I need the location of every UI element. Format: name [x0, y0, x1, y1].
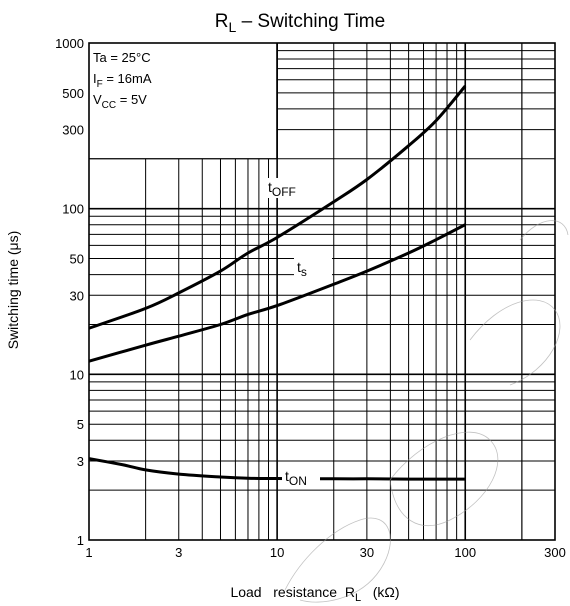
- x-tick-label: 1: [85, 545, 92, 560]
- series-label-bg: [294, 258, 332, 278]
- x-tick-label: 3: [175, 545, 182, 560]
- series-label-main: t: [268, 179, 272, 195]
- condition-main: V: [93, 92, 102, 107]
- y-tick-label: 1: [77, 533, 84, 548]
- condition-main: I: [93, 71, 97, 86]
- series-line-toff: [88, 85, 467, 330]
- x-tick-label: 10: [270, 545, 284, 560]
- watermark-outline: [284, 220, 569, 603]
- y-axis-label: Switching time (μs): [5, 231, 21, 350]
- y-tick-label: 100: [62, 202, 84, 217]
- series-label-main: t: [297, 259, 301, 275]
- series-label-toff: tOFF: [268, 179, 296, 199]
- y-tick-label: 30: [70, 288, 84, 303]
- condition-sub: F: [97, 79, 103, 90]
- chart-title-sub: L: [229, 19, 237, 35]
- series-label-sub: s: [301, 265, 307, 279]
- x-tick-label: 100: [454, 545, 476, 560]
- plot-area: 1 3 10 30 100 300 1000 500 300 100 50 30 10 5 3 1 Ta = 2…: [55, 36, 566, 560]
- y-tick-label: 3: [77, 454, 84, 469]
- x-tick-label: 30: [360, 545, 374, 560]
- x-axis-label-sub: L: [355, 592, 361, 604]
- series-line-ton: [88, 457, 466, 481]
- x-axis-label-post: (kΩ): [361, 584, 399, 600]
- y-tick-label: 50: [70, 252, 84, 267]
- x-axis-label-pre: Load resistance R: [230, 584, 355, 600]
- series-label-sub: ON: [289, 474, 307, 488]
- condition-post: = 5V: [116, 92, 147, 107]
- y-tick-label: 10: [70, 367, 84, 382]
- x-axis-label: Load resistance RL (kΩ): [230, 584, 399, 604]
- condition-post: = 16mA: [103, 71, 152, 86]
- series-label-sub: OFF: [272, 185, 296, 199]
- x-tick-label: 300: [544, 545, 566, 560]
- condition-text: VCC = 5V: [93, 92, 147, 111]
- condition-text: Ta = 25°C: [93, 50, 151, 65]
- series-label-main: t: [285, 468, 289, 484]
- chart-title-rest: – Switching Time: [236, 11, 385, 32]
- series-label-bg: [282, 467, 320, 487]
- condition-sub: CC: [102, 100, 116, 111]
- series-label-ts: ts: [297, 259, 307, 279]
- chart-title-main: R: [215, 11, 229, 32]
- y-tick-label: 300: [62, 123, 84, 138]
- y-tick-label: 5: [77, 417, 84, 432]
- series-label-ton: tON: [285, 468, 307, 488]
- plot-frame: [88, 42, 556, 541]
- condition-text: IF = 16mA: [93, 71, 152, 90]
- y-tick-label: 500: [62, 86, 84, 101]
- y-tick-label: 1000: [55, 36, 84, 51]
- chart-title: RL – Switching Time: [215, 11, 385, 35]
- series-line-ts: [88, 223, 466, 363]
- condition-main: Ta = 25°C: [93, 50, 151, 65]
- series-label-bg: [265, 178, 303, 198]
